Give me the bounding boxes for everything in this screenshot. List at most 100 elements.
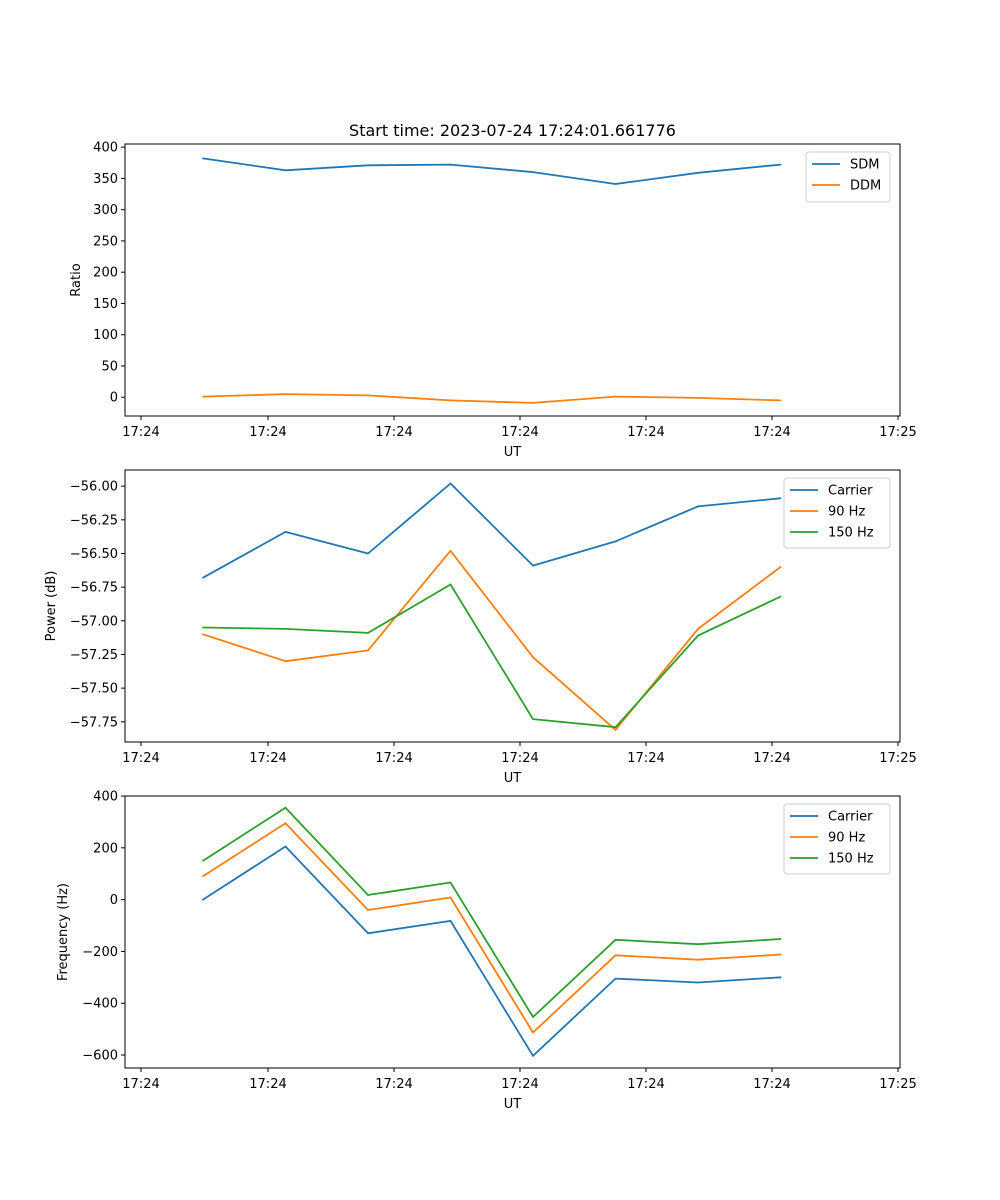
series-line-ddm	[202, 393, 781, 404]
data-point	[779, 595, 782, 598]
y-tick-label: −56.25	[70, 513, 118, 528]
data-point	[449, 549, 452, 552]
y-tick-label: 200	[93, 266, 118, 281]
legend-label: 150 Hz	[828, 852, 874, 867]
data-point	[202, 898, 204, 901]
data-point	[697, 958, 699, 961]
data-point	[532, 1054, 534, 1057]
axes-frame	[124, 469, 901, 743]
data-point	[449, 482, 452, 485]
data-point	[284, 660, 287, 663]
data-point	[202, 626, 204, 629]
data-point	[367, 632, 369, 634]
y-tick-label: 150	[93, 297, 118, 312]
y-tick-label: 0	[110, 893, 118, 908]
series-line-150-hz	[202, 583, 781, 729]
series-line-carrier	[202, 845, 781, 1057]
y-axis-label: Power (dB)	[44, 571, 59, 642]
data-point	[532, 1016, 534, 1018]
y-tick-label: 400	[93, 790, 118, 805]
data-point	[202, 633, 204, 636]
legend	[783, 803, 891, 875]
legend	[783, 477, 891, 549]
y-tick-label: −600	[82, 1049, 118, 1064]
data-point	[367, 552, 369, 555]
data-point	[779, 399, 782, 402]
y-tick-label: 400	[93, 141, 118, 156]
series-line-90-hz	[202, 822, 781, 1034]
x-tick-label: 17:24	[122, 425, 159, 440]
data-point	[697, 634, 699, 637]
x-axis-label: UT	[504, 445, 522, 460]
data-point	[697, 505, 699, 508]
y-tick-label: −57.25	[70, 648, 118, 663]
data-point	[697, 981, 699, 984]
x-tick-label: 17:24	[249, 425, 286, 440]
data-point	[367, 394, 369, 397]
x-axis-label: UT	[504, 771, 522, 786]
data-point	[532, 171, 534, 174]
data-point	[779, 566, 782, 568]
data-point	[284, 169, 287, 172]
data-point	[202, 576, 204, 579]
y-tick-label: 50	[101, 359, 118, 374]
data-point	[697, 943, 699, 946]
y-tick-label: 0	[110, 391, 118, 406]
data-point	[532, 656, 534, 659]
data-point	[532, 718, 534, 721]
y-tick-label: −57.75	[70, 715, 118, 730]
x-tick-label: 17:24	[375, 1077, 412, 1092]
data-point	[614, 728, 617, 731]
data-point	[202, 157, 204, 160]
data-point	[779, 953, 782, 956]
y-tick-label: 250	[93, 234, 118, 249]
data-point	[779, 163, 782, 166]
x-axis-label: UT	[504, 1097, 522, 1112]
data-point	[449, 896, 452, 899]
x-tick-label: 17:24	[627, 751, 664, 766]
data-point	[367, 164, 369, 167]
x-tick-label: 17:24	[122, 751, 159, 766]
y-tick-label: −400	[82, 997, 118, 1012]
y-axis-label: Ratio	[69, 263, 84, 296]
data-point	[367, 649, 369, 652]
data-point	[779, 497, 782, 500]
frequency-panel: −600 −400 −200 0 200 400 17:24 17:24 17:24 17:24 1…	[56, 790, 917, 1113]
legend-label: DDM	[850, 179, 881, 194]
x-tick-label: 17:24	[249, 1077, 286, 1092]
data-point	[284, 845, 287, 848]
data-point	[367, 894, 369, 896]
data-point	[367, 909, 369, 911]
legend-label: Carrier	[828, 484, 873, 499]
x-tick-label: 17:25	[879, 425, 916, 440]
y-tick-label: −200	[82, 945, 118, 960]
data-point	[532, 564, 534, 567]
data-point	[532, 401, 534, 404]
x-tick-label: 17:24	[375, 425, 412, 440]
data-point	[202, 875, 204, 878]
x-tick-label: 17:24	[627, 1077, 664, 1092]
axes-frame	[124, 143, 901, 417]
data-point	[284, 627, 287, 630]
data-point	[614, 183, 617, 185]
data-point	[614, 954, 617, 957]
y-axis-label: Frequency (Hz)	[56, 883, 71, 981]
x-tick-label: 17:24	[753, 1077, 790, 1092]
legend-label: SDM	[850, 158, 879, 173]
ratio-panel: 0 50 100 150 200 250 300 350 400 17:24 17:24 17:24 1…	[69, 141, 917, 460]
data-point	[614, 395, 617, 398]
data-point	[367, 932, 369, 935]
y-tick-label: 100	[93, 328, 118, 343]
y-tick-label: 200	[93, 841, 118, 856]
series-line-90-hz	[202, 549, 782, 731]
data-point	[284, 531, 287, 533]
x-tick-label: 17:24	[627, 425, 664, 440]
y-tick-label: 300	[93, 203, 118, 218]
x-tick-label: 17:25	[879, 751, 916, 766]
series-line-sdm	[202, 157, 781, 185]
data-point	[614, 977, 617, 980]
data-point	[284, 393, 287, 396]
y-tick-label: −57.50	[70, 682, 118, 697]
data-point	[614, 540, 617, 543]
data-point	[284, 822, 287, 825]
